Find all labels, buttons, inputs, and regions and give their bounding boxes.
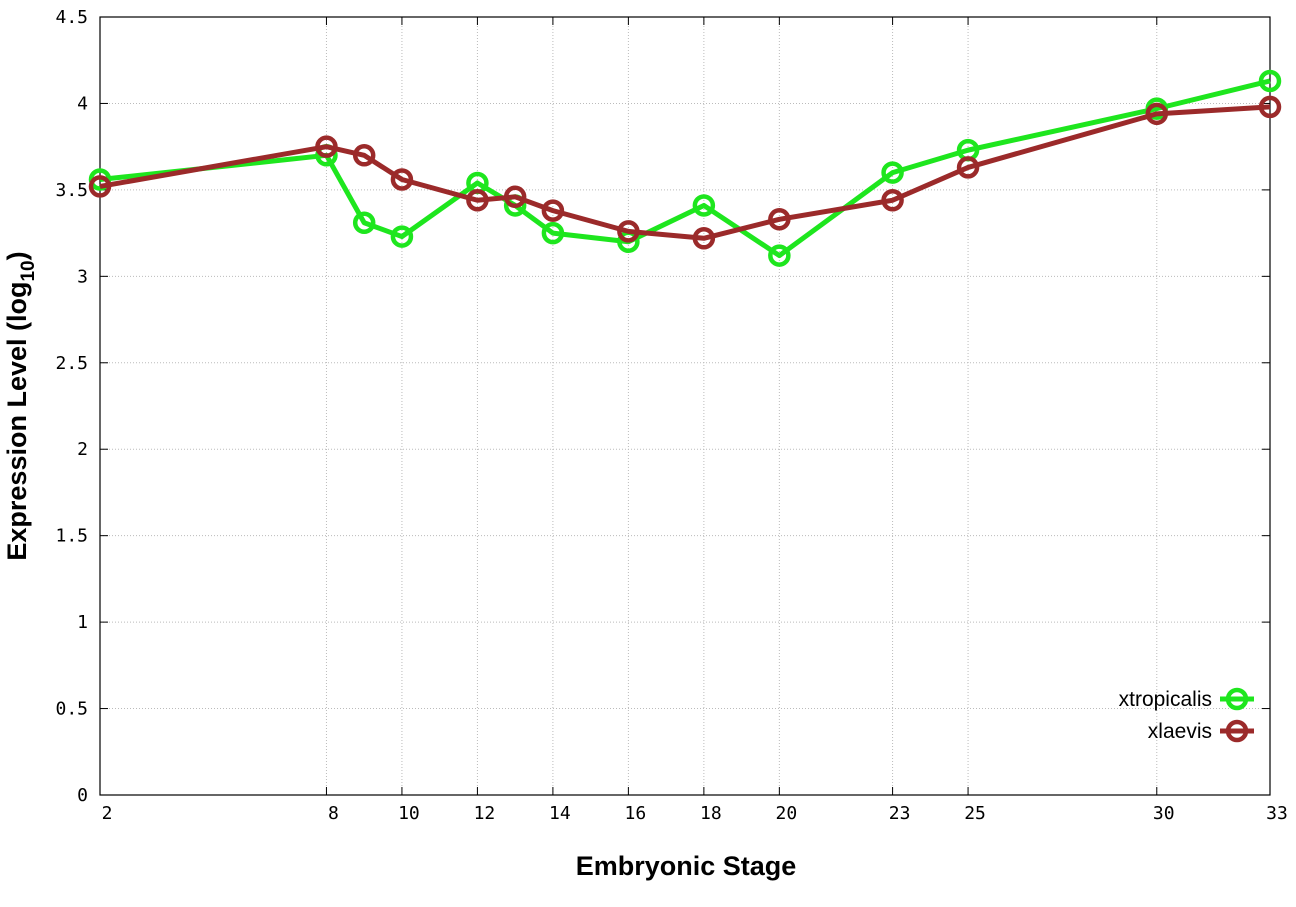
data-point [692, 227, 716, 250]
data-point [466, 189, 489, 212]
y-tick-label: 2.5 [55, 353, 88, 374]
y-axis-label-main: Expression Level (log [2, 282, 32, 561]
y-tick-label: 0.5 [55, 699, 88, 720]
legend-marker [1225, 719, 1249, 743]
x-tick-label: 20 [776, 803, 798, 824]
data-point [692, 194, 716, 217]
data-point [1145, 102, 1169, 126]
x-tick-label: 25 [964, 803, 986, 824]
y-tick-label: 3.5 [55, 180, 88, 201]
data-point [88, 168, 112, 191]
series-line [99, 104, 1271, 241]
data-point [352, 211, 376, 234]
data-point [352, 144, 376, 167]
data-point [1258, 69, 1282, 93]
data-point [390, 168, 414, 191]
y-tick-label: 4.5 [55, 7, 88, 28]
x-tick-label: 18 [700, 803, 722, 824]
x-tick-label: 2 [102, 803, 113, 824]
data-point [503, 185, 527, 209]
y-tick-label: 4 [77, 93, 88, 114]
x-tick-label: 30 [1153, 803, 1175, 824]
data-point [315, 135, 338, 158]
y-tick-label: 2 [77, 439, 88, 460]
data-point [390, 225, 414, 248]
data-point [956, 156, 980, 179]
y-axis-label-sub: 10 [18, 260, 39, 281]
legend-label: xlaevis [1148, 720, 1212, 743]
y-tick-label: 0 [77, 785, 88, 806]
ticks: 0 0.5 1 1.5 2 2.5 3 3.5 4 4.5 2 8 10 12 14 16 18 20 23 25 30… [55, 7, 1287, 824]
x-tick-label: 23 [889, 803, 911, 824]
y-tick-label: 3 [77, 266, 88, 287]
data-point [541, 221, 565, 245]
x-tick-label: 8 [328, 803, 339, 824]
x-tick-label: 33 [1266, 803, 1288, 824]
series-line [99, 78, 1271, 259]
data-point [88, 175, 112, 198]
series-group [88, 69, 1282, 267]
data-point [541, 199, 565, 222]
data-point [881, 161, 904, 184]
grid [100, 17, 1270, 795]
x-tick-label: 14 [549, 803, 571, 824]
plot-frame [99, 16, 1271, 796]
data-point [617, 220, 640, 243]
x-tick-label: 10 [398, 803, 420, 824]
y-tick-label: 1 [77, 612, 88, 633]
y-tick-label: 1.5 [55, 526, 88, 547]
x-tick-label: 16 [625, 803, 647, 824]
data-point [881, 189, 904, 212]
y-axis-label-close: ) [2, 251, 32, 260]
data-point [768, 208, 791, 231]
y-axis-label: Expression Level (log10) [2, 251, 39, 560]
x-axis-label: Embryonic Stage [576, 851, 797, 881]
data-point [768, 244, 791, 267]
x-tick-label: 12 [474, 803, 496, 824]
data-point [1258, 95, 1282, 119]
legend-marker [1225, 687, 1249, 711]
legend-label: xtropicalis [1119, 688, 1212, 711]
series-xlaevis [88, 95, 1282, 250]
legend: xtropicalis xlaevis [1119, 687, 1254, 743]
